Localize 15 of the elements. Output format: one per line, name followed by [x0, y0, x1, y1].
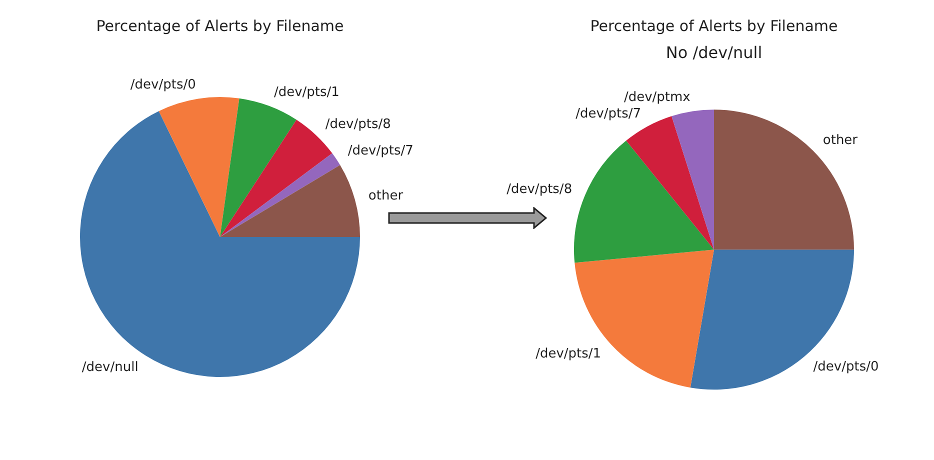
- chart-title: Percentage of Alerts by Filename: [590, 16, 838, 35]
- slice-label: /dev/null: [82, 360, 138, 375]
- slice-label: /dev/pts/0: [130, 77, 196, 92]
- slice-label: /dev/pts/7: [348, 144, 414, 159]
- slice-label: /dev/pts/7: [576, 106, 642, 122]
- slice-label: other: [822, 133, 858, 148]
- slice-label: /dev/pts/8: [325, 117, 391, 132]
- slice-label: /dev/ptmx: [624, 90, 691, 105]
- chart-title: Percentage of Alerts by Filename: [96, 16, 344, 35]
- slice-label: /dev/pts/0: [813, 360, 879, 375]
- slice-label: /dev/pts/1: [274, 85, 340, 100]
- slice-label: /dev/pts/8: [506, 182, 572, 198]
- chart-subtitle: No /dev/null: [666, 42, 762, 62]
- slice-label: other: [368, 188, 404, 204]
- slice-label: /dev/pts/1: [536, 346, 602, 362]
